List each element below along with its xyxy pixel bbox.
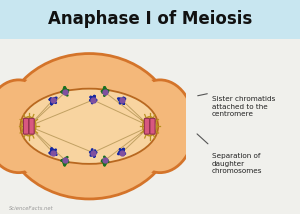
Circle shape [126,80,194,173]
FancyBboxPatch shape [23,118,28,134]
Ellipse shape [20,89,158,164]
Circle shape [22,117,36,136]
Circle shape [0,80,53,173]
Ellipse shape [6,57,173,195]
FancyBboxPatch shape [150,118,155,134]
FancyBboxPatch shape [29,118,34,134]
Text: Separation of
daughter
chromosomes: Separation of daughter chromosomes [212,153,262,174]
Text: Anaphase I of Meiosis: Anaphase I of Meiosis [48,10,252,28]
Circle shape [143,117,157,136]
Text: Sister chromatids
attached to the
centromere: Sister chromatids attached to the centro… [212,96,275,117]
FancyBboxPatch shape [144,118,149,134]
Text: ScienceFacts.net: ScienceFacts.net [9,206,54,211]
Ellipse shape [4,54,175,199]
